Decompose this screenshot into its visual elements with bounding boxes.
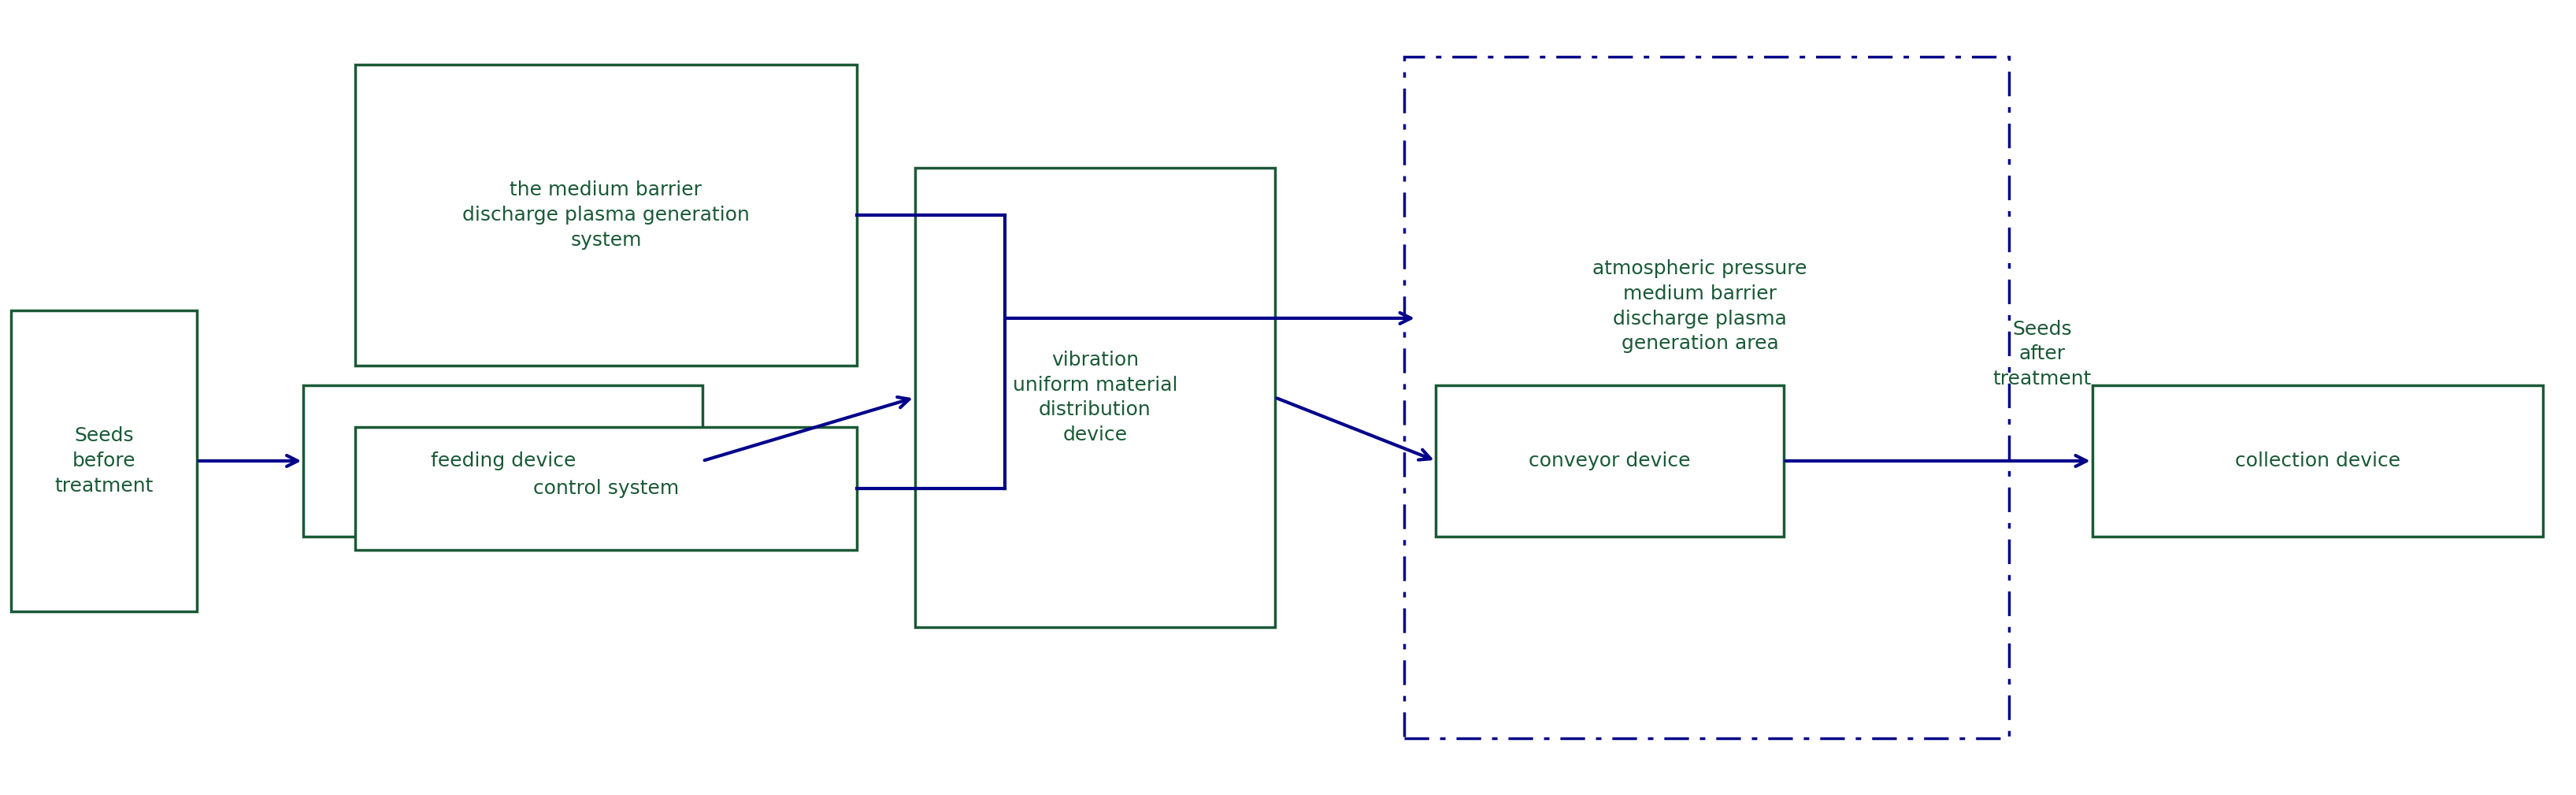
Text: collection device: collection device — [2236, 452, 2401, 471]
Bar — [1404, 56, 2009, 739]
Bar — [1435, 386, 1783, 537]
Bar — [355, 427, 858, 550]
Text: vibration
uniform material
distribution
device: vibration uniform material distribution … — [1012, 351, 1177, 444]
Text: feeding device: feeding device — [430, 452, 574, 471]
Text: Seeds
after
treatment: Seeds after treatment — [1994, 320, 2092, 388]
Text: the medium barrier
discharge plasma generation
system: the medium barrier discharge plasma gene… — [461, 180, 750, 250]
Text: Seeds
before
treatment: Seeds before treatment — [54, 427, 155, 495]
Text: conveyor device: conveyor device — [1528, 452, 1690, 471]
Bar — [914, 168, 1275, 627]
Bar — [2092, 386, 2543, 537]
Bar — [355, 64, 858, 366]
Text: atmospheric pressure
medium barrier
discharge plasma
generation area: atmospheric pressure medium barrier disc… — [1592, 259, 1808, 353]
Bar — [10, 310, 196, 611]
Bar — [304, 386, 703, 537]
Text: control system: control system — [533, 479, 680, 498]
